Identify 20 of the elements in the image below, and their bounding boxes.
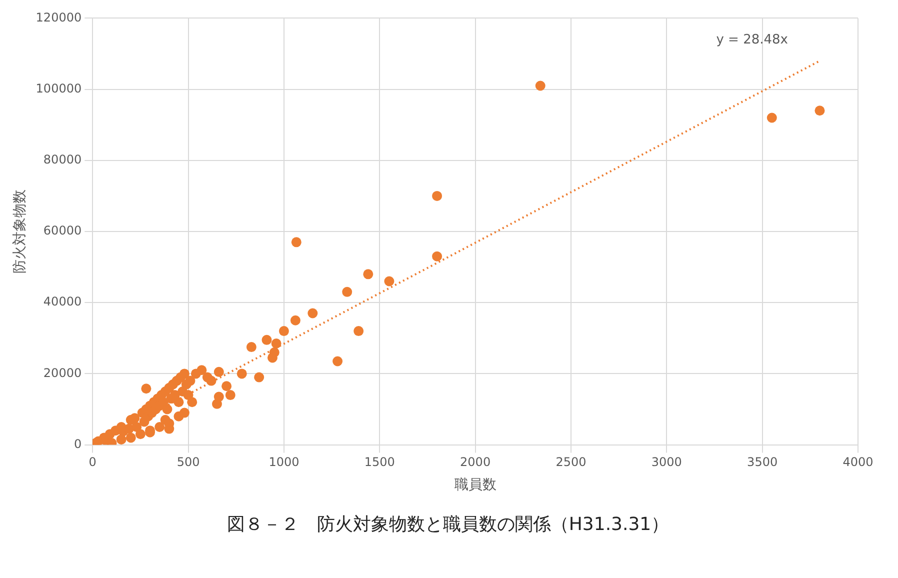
y-tick-label: 120000 [36, 10, 82, 24]
x-tick-label: 3500 [747, 455, 778, 470]
x-tick-label: 0 [88, 455, 96, 470]
x-tick-label: 500 [176, 455, 200, 470]
x-axis-title: 職員数 [454, 477, 496, 494]
x-tick-label: 1000 [268, 455, 300, 470]
y-axis-title: 防火対象物数 [12, 190, 28, 274]
x-tick-label: 3000 [651, 455, 682, 470]
annotation: y = 28.48x [716, 32, 788, 48]
x-tick-label: 4000 [842, 455, 874, 470]
y-tick-label: 80000 [43, 152, 82, 167]
y-tick-label: 100000 [36, 81, 82, 96]
x-tick-label: 1500 [364, 455, 395, 470]
y-tick-label: 40000 [43, 294, 82, 309]
text: 図８－２ 防火対象物数と職員数の関係（H31.3.31） [226, 513, 670, 536]
y-tick-label: 0 [74, 436, 82, 451]
x-tick-label: 2000 [460, 455, 491, 470]
x-tick-label: 2500 [556, 455, 586, 470]
y-tick-label: 60000 [43, 224, 82, 238]
y-tick-label: 20000 [43, 366, 82, 380]
